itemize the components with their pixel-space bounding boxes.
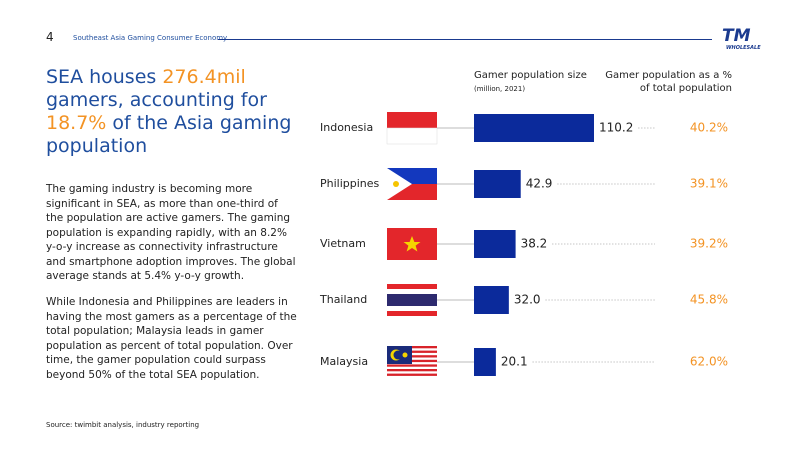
share-label: 62.0% — [690, 355, 728, 369]
bar — [474, 348, 496, 376]
headline-highlight: 276.4mil — [162, 66, 246, 88]
share-label: 40.2% — [690, 121, 728, 135]
headline-text: gamers, accounting for — [46, 89, 267, 111]
logo: TM — [722, 26, 751, 46]
flag-indonesia — [386, 112, 438, 145]
flag-vietnam — [387, 228, 437, 260]
paragraph: While Indonesia and Philippines are lead… — [46, 296, 297, 381]
flag-philippines — [387, 168, 437, 200]
flag-malaysia — [387, 346, 437, 378]
column-header: Gamer population as a % of total populat… — [605, 70, 732, 94]
logo-sub: WHOLESALE — [726, 45, 761, 51]
header-rule — [218, 39, 712, 40]
value-label: 32.0 — [514, 293, 541, 307]
value-label: 38.2 — [521, 237, 548, 251]
category-label: Malaysia — [320, 355, 368, 368]
share-label: 39.2% — [690, 237, 728, 251]
headline: SEA houses 276.4mil gamers, accounting f… — [46, 66, 296, 158]
bar — [474, 170, 521, 198]
category-label: Indonesia — [320, 121, 373, 134]
flag-thailand — [387, 284, 437, 316]
headline-text: of the Asia gaming population — [46, 112, 292, 157]
category-label: Thailand — [319, 293, 367, 306]
paragraph: The gaming industry is becoming more sig… — [46, 183, 296, 282]
bar — [474, 230, 516, 258]
running-title: Southeast Asia Gaming Consumer Economy — [73, 34, 228, 42]
column-note: (million, 2021) — [474, 85, 526, 93]
value-label: 42.9 — [526, 177, 553, 191]
headline-text: SEA houses — [46, 66, 163, 88]
column-header: Gamer population size — [474, 70, 587, 81]
value-label: 110.2 — [599, 121, 633, 135]
share-label: 39.1% — [690, 177, 728, 191]
headline-highlight: 18.7% — [46, 112, 107, 134]
page-number: 4 — [46, 30, 54, 44]
category-label: Philippines — [320, 177, 380, 190]
share-label: 45.8% — [690, 293, 728, 307]
value-label: 20.1 — [501, 355, 528, 369]
bar — [474, 286, 509, 314]
category-label: Vietnam — [320, 237, 366, 250]
bar — [474, 114, 594, 142]
source: Source: twimbit analysis, industry repor… — [46, 421, 200, 429]
